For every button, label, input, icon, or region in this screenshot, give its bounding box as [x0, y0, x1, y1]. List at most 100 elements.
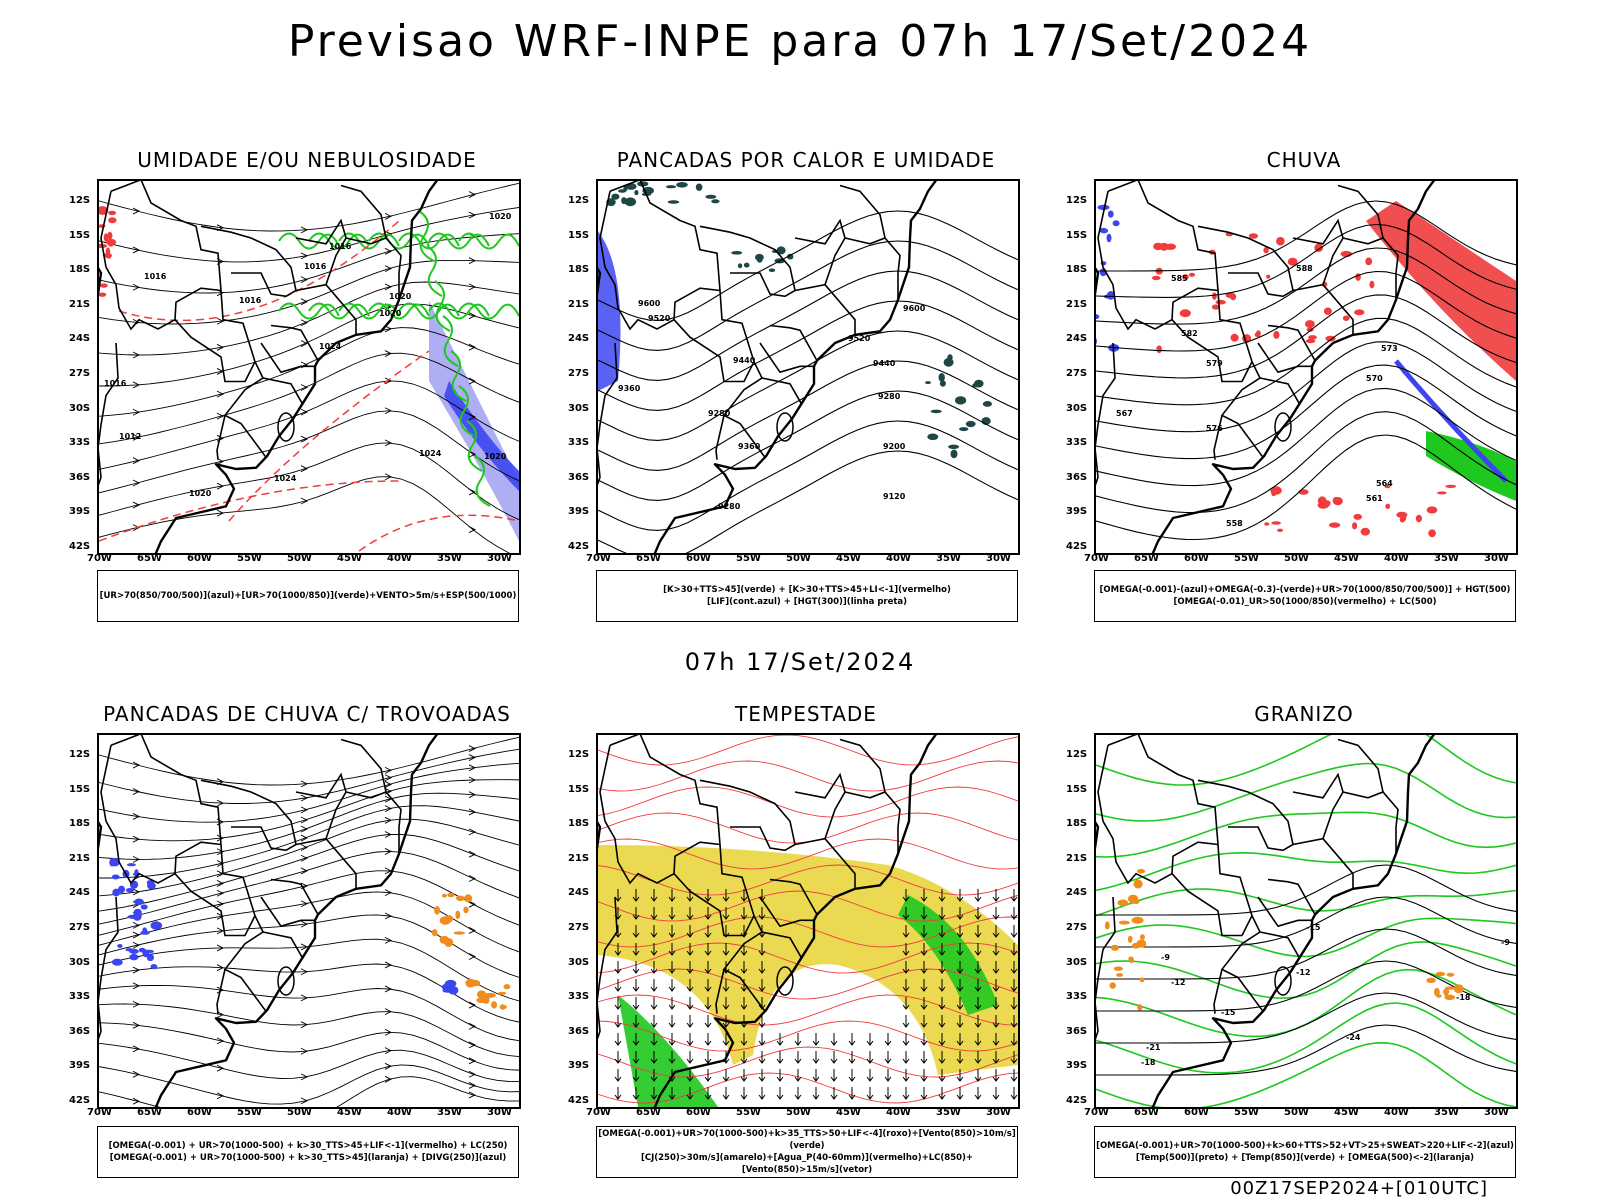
rain-cells — [1156, 345, 1162, 354]
longitude-label: 65W — [137, 553, 162, 564]
thickness-contour — [118, 220, 400, 322]
border-line — [761, 377, 803, 406]
convection-area — [624, 197, 637, 207]
omega-500-cells — [1136, 939, 1147, 948]
border-line — [105, 266, 176, 331]
contour-label: 9200 — [883, 442, 906, 451]
longitude-label: 65W — [1134, 1107, 1159, 1118]
stream-arrow — [132, 1000, 141, 1008]
convection-area — [938, 373, 945, 382]
height-contour — [598, 300, 1018, 411]
stream-arrow — [300, 226, 309, 234]
wind-vector — [920, 943, 928, 956]
stream-arrow — [132, 457, 141, 465]
contour-label: 9600 — [638, 299, 661, 308]
contour-label: 582 — [1181, 329, 1198, 338]
latitude-label: 36S — [568, 471, 590, 483]
divergence-cells — [134, 898, 144, 906]
convection-area — [930, 409, 942, 414]
longitude-label: 60W — [1184, 1107, 1209, 1118]
wind-vector — [920, 1051, 928, 1064]
wind-vector — [722, 979, 730, 992]
longitude-label: 70W — [586, 1107, 611, 1118]
stream-arrow — [216, 964, 225, 972]
wind-vector — [938, 961, 946, 974]
stream-arrow — [300, 943, 309, 951]
border-line — [260, 342, 315, 374]
rain-cells — [1328, 522, 1341, 528]
wind-vector — [992, 979, 1000, 992]
longitude-label: 60W — [187, 1107, 212, 1118]
omega-500-cells — [1117, 899, 1129, 907]
convection-area — [948, 444, 960, 449]
legend-box: [OMEGA(-0.001)+UR>70(1000-500)+k>35_TTS>… — [596, 1126, 1018, 1178]
contour-label: -9 — [1161, 953, 1170, 962]
stream-arrow — [132, 433, 141, 441]
wind-vector — [668, 1033, 676, 1046]
wind-vector — [938, 1015, 946, 1028]
convection-area — [634, 190, 639, 196]
longitude-label: 30W — [1484, 553, 1509, 564]
stream-arrow — [132, 835, 141, 843]
stream-arrow — [216, 390, 225, 398]
contour-label: 1020 — [489, 212, 512, 221]
longitude-label: 50W — [786, 553, 811, 564]
latitude-label: 36S — [1066, 471, 1088, 483]
wind-vector — [686, 961, 694, 974]
latitude-label: 42S — [1066, 1095, 1088, 1106]
longitude-label: 70W — [87, 553, 112, 564]
latitude-label: 33S — [1066, 991, 1088, 1003]
rain-cells — [1415, 514, 1422, 523]
wind-vector — [650, 943, 658, 956]
wind-vector — [614, 1015, 622, 1028]
border-line — [110, 735, 267, 1012]
wind-vector — [776, 1033, 784, 1046]
rain-cells — [1305, 338, 1316, 344]
convection-area — [965, 420, 976, 428]
border-line — [200, 225, 297, 298]
convection-area — [665, 185, 677, 189]
border-line — [609, 735, 766, 1012]
contour-label: 1020 — [189, 489, 212, 498]
stream-arrow — [384, 795, 393, 803]
stream-arrow — [300, 252, 309, 260]
latitude-label: 36S — [69, 471, 91, 483]
legend-box: [K>30+TTS>45](verde) + [K>30+TTS>45+LI<-… — [596, 570, 1018, 622]
convection-area — [731, 251, 743, 255]
omega-500-cells — [1435, 971, 1446, 977]
stream-arrow — [216, 927, 225, 935]
wind-vector — [1010, 1087, 1018, 1100]
longitude-label: 30W — [986, 553, 1011, 564]
streamline — [99, 207, 519, 263]
omega-500-cells — [1445, 986, 1456, 990]
instability-cells — [431, 929, 438, 937]
longitude-label: 30W — [1484, 1107, 1509, 1118]
wind-vector — [614, 961, 622, 974]
divergence-cells — [140, 930, 150, 935]
wind-vector — [650, 997, 658, 1010]
rain-cells — [1264, 522, 1270, 526]
wind-vector — [812, 1087, 820, 1100]
wind-vector — [776, 1069, 784, 1082]
border-line — [673, 287, 755, 383]
map-granizo: -9 -12 -12 -15 -15 -18 -18 -21 -24 -9 — [1094, 733, 1518, 1109]
rain-cells — [1298, 489, 1309, 495]
border-line — [609, 181, 766, 458]
wind-vector — [740, 889, 748, 902]
latitude-label: 18S — [1066, 818, 1088, 830]
contour-line — [1096, 270, 1516, 352]
wind-vector — [614, 889, 622, 902]
instability-cells — [453, 931, 466, 935]
border-line — [824, 284, 856, 335]
stream-arrow — [384, 439, 393, 447]
border-line — [1197, 225, 1294, 298]
border-line — [1096, 342, 1116, 486]
humidity-contour — [458, 385, 475, 437]
lagoon-outline — [1274, 966, 1292, 996]
omega-500-cells — [1127, 894, 1139, 904]
legend-line: [UR>70(850/700/500)](azul)+[UR>70(1000/8… — [99, 591, 517, 601]
longitude-label: 30W — [487, 553, 512, 564]
legend-line: [OMEGA(-0.001)+UR>70(1000-500)+k>60+TTS>… — [1096, 1141, 1514, 1151]
border-line — [759, 896, 814, 928]
wind-vector — [704, 1087, 712, 1100]
